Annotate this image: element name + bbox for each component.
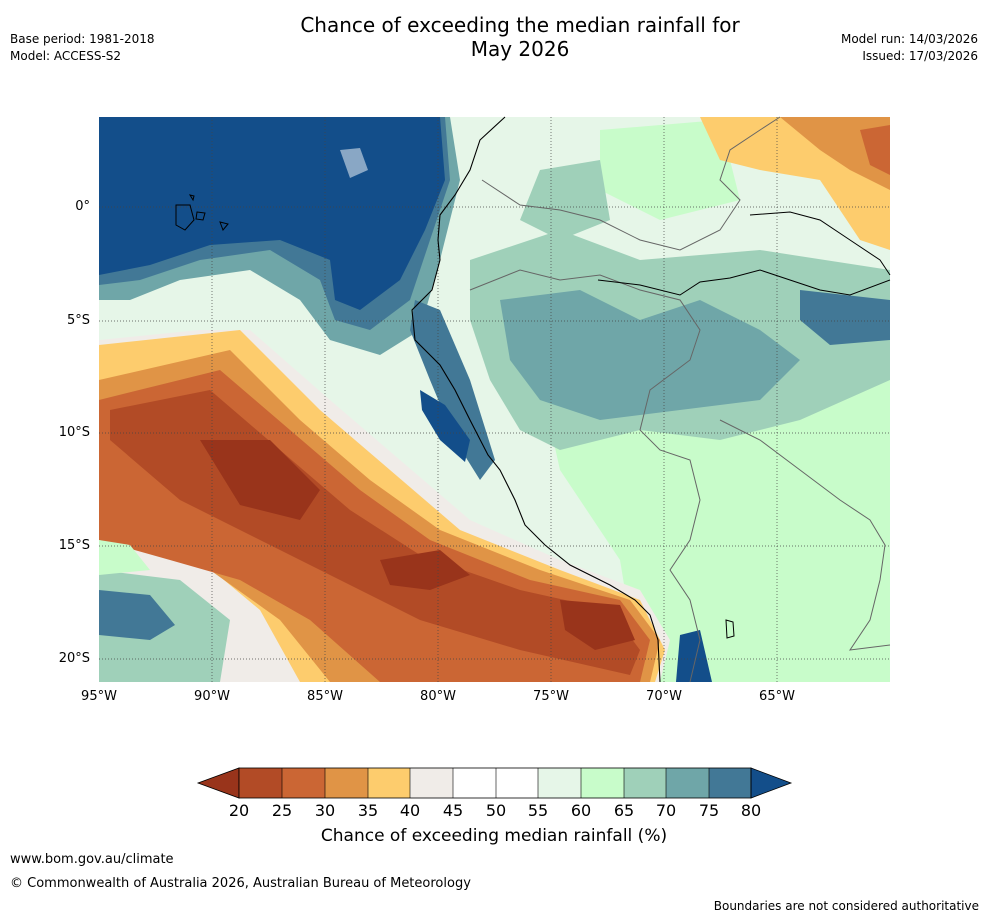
colorbar-tick: 75 [698, 801, 720, 820]
footer-copyright: © Commonwealth of Australia 2026, Austra… [10, 876, 471, 891]
colorbar-swatch [496, 768, 538, 798]
rio-negro [749, 211, 891, 276]
lon-label-85w: 85°W [307, 689, 343, 704]
colorbar-tick: 20 [228, 801, 250, 820]
colorbar-swatch [368, 768, 410, 798]
lake-titicaca [725, 619, 735, 639]
title-line-2: May 2026 [470, 37, 570, 61]
colorbar-tick: 60 [570, 801, 592, 820]
zone-80-plus-coast [420, 390, 470, 462]
colorbar-swatch [538, 768, 581, 798]
lon-label-95w: 95°W [81, 689, 117, 704]
colorbar-tick: 35 [357, 801, 379, 820]
title-line-1: Chance of exceeding the median rainfall … [300, 13, 740, 37]
lon-label-70w: 70°W [646, 689, 682, 704]
zone-below-20-c [560, 600, 635, 650]
zone-25-30-ne [860, 125, 890, 175]
zone-75-80-sw [99, 590, 175, 640]
colorbar-swatch [325, 768, 368, 798]
colorbar-tick: 50 [485, 801, 507, 820]
colorbar-swatch [453, 768, 496, 798]
zone-below-20-b [380, 550, 470, 590]
colorbar-tick: 65 [613, 801, 635, 820]
border-north [481, 116, 781, 251]
colorbar-tick: 80 [740, 801, 762, 820]
colorbar-dividers [281, 768, 710, 798]
galapagos-islands [175, 194, 229, 231]
cloud-spot [340, 148, 368, 178]
zone-75-80-east [800, 290, 890, 345]
model-run: Model run: 14/03/2026 [840, 32, 978, 46]
footer-disclaimer: Boundaries are not considered authoritat… [713, 899, 979, 913]
lat-label-15s: 15°S [58, 538, 90, 553]
colorbar-swatch [239, 768, 282, 798]
colorbar-arrow-high [750, 767, 793, 799]
amazon-river [597, 269, 891, 296]
zone-65-70-north [520, 160, 610, 240]
zone-70-75-amazon [500, 290, 800, 420]
colorbar-swatch [624, 768, 666, 798]
colorbar-swatch [709, 768, 751, 798]
colorbar-tick: 30 [314, 801, 336, 820]
colorbar-swatch [581, 768, 624, 798]
border-peru [469, 269, 701, 683]
colorbar-label: Chance of exceeding median rainfall (%) [320, 826, 668, 846]
lon-label-65w: 65°W [759, 689, 795, 704]
colorbar-arrow-low [196, 767, 240, 799]
lon-label-80w: 80°W [420, 689, 456, 704]
map-fill-layers [99, 117, 890, 682]
footer-url[interactable]: www.bom.gov.au/climate [10, 852, 174, 867]
colorbar-tick: 70 [655, 801, 677, 820]
colorbar-tick: 45 [442, 801, 464, 820]
lat-label-20s: 20°S [58, 651, 90, 666]
header-right-meta: Model run: 14/03/2026 Issued: 17/03/2026 [841, 31, 978, 65]
lon-label-90w: 90°W [194, 689, 230, 704]
coastline [411, 116, 661, 683]
base-period: Base period: 1981-2018 [10, 32, 155, 46]
island [219, 221, 229, 231]
header-left-meta: Base period: 1981-2018 Model: ACCESS-S2 [10, 31, 155, 65]
island [195, 211, 206, 221]
colorbar [196, 767, 793, 799]
border-bolivia [719, 419, 891, 651]
lat-label-0: 0° [75, 199, 90, 214]
lat-label-5s: 5°S [66, 313, 90, 328]
colorbar-swatch [282, 768, 325, 798]
zone-80-plus-south [676, 630, 712, 682]
zone-below-20-a [200, 440, 320, 520]
island [188, 194, 195, 202]
colorbar-frame [238, 767, 752, 799]
issued-date: Issued: 17/03/2026 [862, 49, 978, 63]
page-title: Chance of exceeding the median rainfall … [240, 13, 800, 61]
zone-60-65-north [600, 120, 740, 220]
colorbar-tick: 25 [271, 801, 293, 820]
colorbar-swatch [666, 768, 709, 798]
model-name: Model: ACCESS-S2 [10, 49, 122, 63]
lat-label-10s: 10°S [58, 425, 90, 440]
colorbar-tick: 55 [527, 801, 549, 820]
lon-label-75w: 75°W [533, 689, 569, 704]
colorbar-swatch [410, 768, 453, 798]
colorbar-tick: 40 [399, 801, 421, 820]
zone-60-65-sw [99, 540, 150, 575]
island [175, 204, 195, 231]
gridlines [99, 117, 890, 682]
zone-75-80-coast [410, 300, 495, 480]
